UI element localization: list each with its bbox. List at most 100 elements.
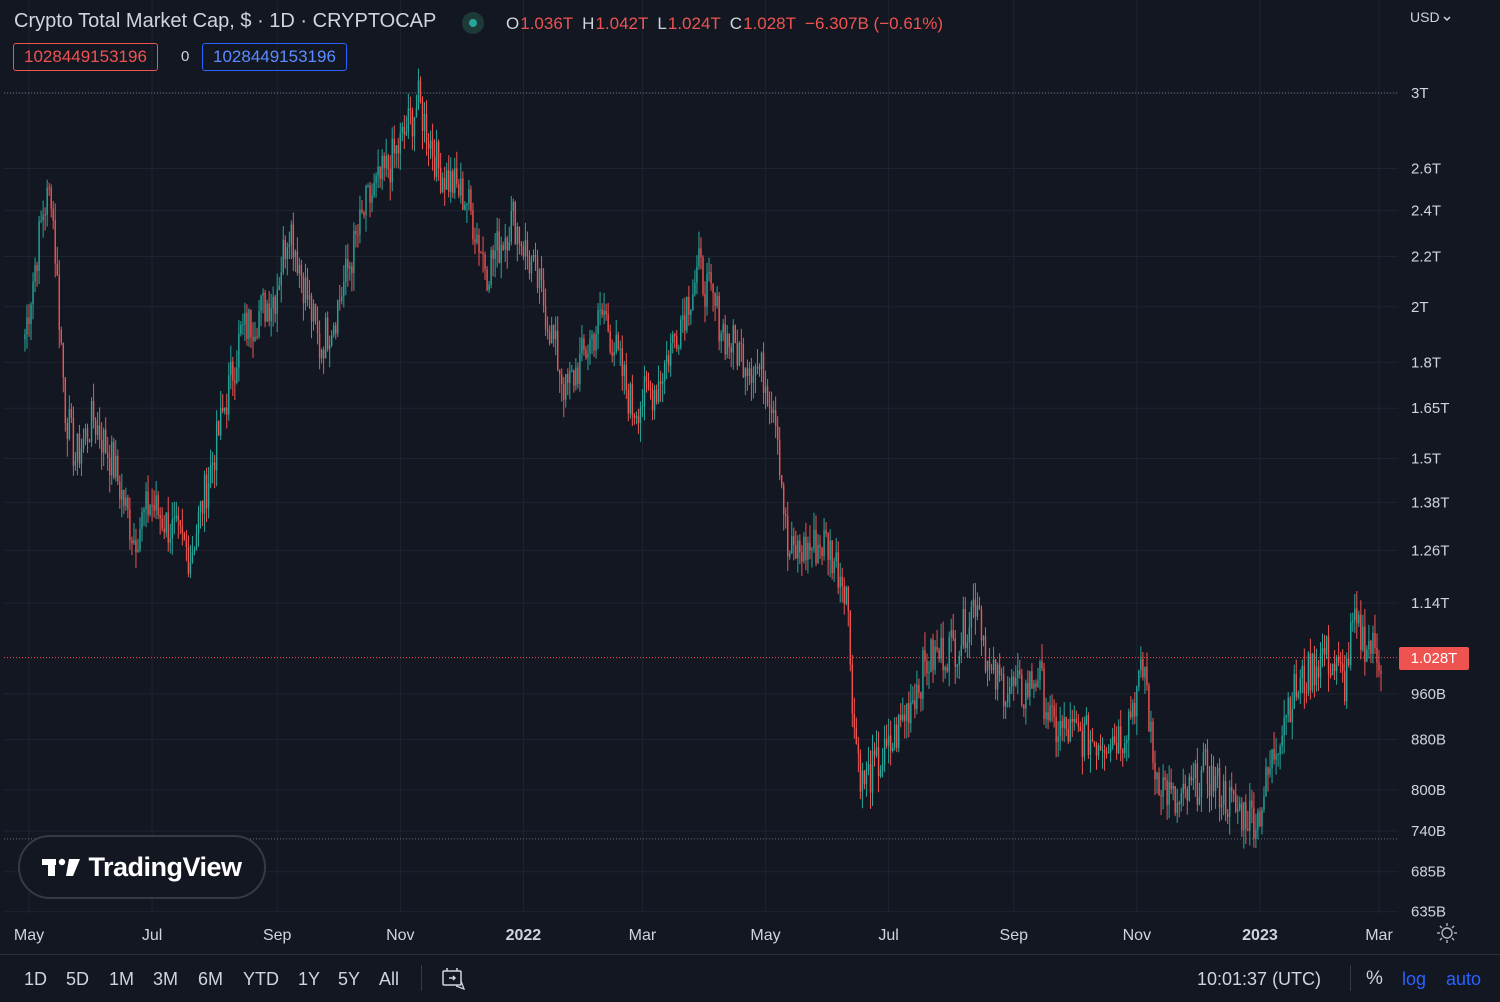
candle[interactable] [1269, 750, 1271, 778]
candle[interactable] [238, 320, 240, 382]
candle[interactable] [734, 324, 736, 344]
candle[interactable] [1101, 737, 1104, 769]
candle[interactable] [613, 342, 615, 367]
candle[interactable] [661, 372, 664, 403]
candle[interactable] [381, 149, 383, 190]
candle[interactable] [1309, 638, 1312, 700]
candle[interactable] [621, 335, 623, 391]
candle[interactable] [288, 231, 291, 260]
candle[interactable] [1069, 702, 1071, 743]
candle[interactable] [1198, 782, 1201, 806]
candle[interactable] [918, 678, 920, 699]
candle[interactable] [916, 670, 918, 715]
candle[interactable] [528, 250, 531, 280]
candle[interactable] [1255, 813, 1257, 849]
candle[interactable] [1089, 730, 1092, 773]
candle[interactable] [456, 151, 458, 188]
candle[interactable] [615, 320, 617, 355]
candle[interactable] [96, 412, 99, 440]
candle[interactable] [607, 302, 609, 333]
candle[interactable] [1013, 671, 1015, 701]
candle[interactable] [1027, 670, 1029, 700]
candle[interactable] [52, 200, 54, 230]
candle[interactable] [627, 383, 630, 422]
candle[interactable] [341, 287, 343, 305]
candle[interactable] [559, 369, 561, 393]
candle[interactable] [625, 352, 628, 400]
candle[interactable] [401, 122, 404, 142]
candle[interactable] [270, 293, 272, 337]
candle[interactable] [468, 179, 470, 211]
candle[interactable] [290, 220, 293, 260]
candle[interactable] [92, 383, 95, 429]
candle[interactable] [375, 172, 377, 198]
candle[interactable] [1119, 710, 1122, 762]
candle[interactable] [847, 585, 849, 627]
candle[interactable] [264, 289, 266, 328]
candle[interactable] [1265, 757, 1267, 797]
candle[interactable] [302, 272, 305, 321]
candle[interactable] [448, 155, 450, 198]
candle[interactable] [972, 583, 975, 619]
candle[interactable] [187, 535, 190, 578]
candle[interactable] [1079, 721, 1082, 732]
candle[interactable] [40, 210, 42, 224]
candle[interactable] [823, 518, 825, 561]
candle[interactable] [441, 172, 444, 194]
candle[interactable] [960, 632, 962, 664]
candle[interactable] [147, 475, 149, 523]
candle[interactable] [898, 713, 900, 753]
candle[interactable] [437, 139, 440, 181]
candle[interactable] [1293, 664, 1295, 710]
candle[interactable] [1196, 747, 1199, 812]
candle[interactable] [300, 259, 303, 294]
candle[interactable] [561, 368, 563, 402]
candle[interactable] [181, 508, 184, 546]
candle[interactable] [893, 717, 896, 751]
candle[interactable] [714, 292, 716, 322]
candle[interactable] [1346, 652, 1348, 709]
candle[interactable] [1259, 807, 1261, 828]
candle[interactable] [133, 523, 135, 545]
candle[interactable] [88, 438, 91, 443]
candle[interactable] [1103, 744, 1106, 771]
candle[interactable] [484, 251, 486, 281]
candle[interactable] [1000, 667, 1003, 681]
log-scale-button[interactable]: log [1402, 969, 1427, 989]
candle[interactable] [998, 653, 1001, 683]
candle[interactable] [1148, 682, 1150, 732]
candle[interactable] [298, 257, 301, 289]
candle[interactable] [657, 365, 660, 405]
candle[interactable] [865, 761, 868, 797]
candle[interactable] [849, 610, 852, 672]
candle[interactable] [857, 737, 860, 773]
candle[interactable] [175, 501, 178, 523]
candle[interactable] [145, 482, 147, 528]
candle[interactable] [958, 650, 960, 679]
candle[interactable] [328, 335, 331, 368]
candle[interactable] [1281, 725, 1283, 755]
candle[interactable] [433, 139, 436, 181]
candle[interactable] [1004, 700, 1007, 719]
candle[interactable] [712, 283, 714, 312]
candle[interactable] [234, 367, 236, 400]
candle[interactable] [163, 515, 165, 540]
candle[interactable] [129, 497, 131, 550]
candle[interactable] [1378, 650, 1380, 678]
candle[interactable] [452, 168, 454, 198]
candle[interactable] [349, 261, 351, 281]
candle[interactable] [1212, 755, 1215, 798]
candle[interactable] [1037, 667, 1039, 688]
candle[interactable] [1081, 717, 1084, 775]
candle[interactable] [454, 157, 456, 199]
candle[interactable] [68, 395, 71, 441]
candle[interactable] [875, 730, 878, 758]
candle[interactable] [1311, 652, 1314, 693]
candle[interactable] [1178, 800, 1180, 818]
candle[interactable] [801, 544, 803, 576]
candle[interactable] [1325, 635, 1328, 660]
candle[interactable] [877, 731, 880, 793]
candle[interactable] [544, 288, 547, 337]
candle[interactable] [1253, 792, 1255, 848]
candle[interactable] [111, 435, 113, 485]
